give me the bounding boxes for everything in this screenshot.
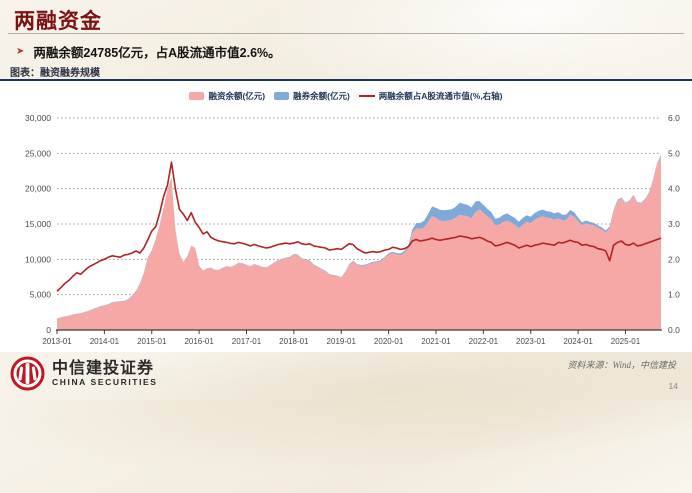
data-source-note: 资料来源：Wind，中信建投 (567, 360, 676, 370)
chart-legend: 融资余额(亿元) 融券余额(亿元) 两融余额占A股流通市值(%,右轴) (0, 90, 692, 102)
page-number: 14 (668, 381, 678, 391)
x-axis-tick-label: 2021-01 (421, 337, 451, 346)
key-point-text: 两融余额24785亿元，占A股流通市值2.6%。 (33, 46, 281, 60)
y-axis-tick-right: 0.0 (668, 325, 680, 335)
ratio-line (56, 161, 662, 292)
chart-caption: 图表：融资融券规模 (10, 68, 100, 79)
x-axis-tick-label: 2024-01 (563, 337, 593, 346)
y-axis-tick-right: 6.0 (668, 113, 680, 123)
y-axis-tick-right: 5.0 (668, 148, 680, 158)
financing-balance-area (57, 155, 661, 330)
page-title: 两融资金 (14, 10, 102, 33)
x-axis-tick-label: 2017-01 (232, 337, 262, 346)
y-axis-tick-left: 25,000 (25, 148, 51, 158)
legend-label: 两融余额占A股流通市值(%,右轴) (378, 91, 503, 101)
x-axis-tick-label: 2019-01 (327, 337, 357, 346)
y-axis-tick-left: 30,000 (25, 113, 51, 123)
x-axis-tick-label: 2015-01 (137, 337, 167, 346)
chart-panel: 0 0.0 5,000 1.0 10,000 2.0 15,000 3.0 20,000 4.0 2… (0, 81, 692, 352)
logo-name-en: CHINA SECURITIES (52, 377, 158, 388)
y-axis-tick-left: 10,000 (25, 254, 51, 264)
y-axis-tick-right: 1.0 (668, 290, 680, 300)
logo-name-cn: 中信建投证券 (52, 359, 155, 377)
y-axis-tick-left: 15,000 (25, 219, 51, 229)
legend-label: 融券余额(亿元) (293, 91, 350, 101)
x-axis-tick-label: 2014-01 (90, 337, 120, 346)
y-axis-tick-right: 2.0 (668, 254, 680, 264)
navy-divider (0, 79, 692, 81)
key-point-row: ➤ 两融余额24785亿元，占A股流通市值2.6%。 (16, 42, 281, 61)
header-divider (8, 33, 684, 34)
y-axis-tick-right: 4.0 (668, 184, 680, 194)
bullet-arrow-icon: ➤ (16, 45, 25, 57)
company-logo: 中信建投证券 CHINA SECURITIES (9, 355, 158, 392)
y-axis-tick-left: 20,000 (25, 184, 51, 194)
margin-balance-chart: 0 0.0 5,000 1.0 10,000 2.0 15,000 3.0 20,000 4.0 2… (25, 113, 680, 346)
y-axis-tick-left: 5,000 (30, 290, 52, 300)
y-axis-tick-right: 3.0 (668, 219, 680, 229)
x-axis-tick-label: 2016-01 (184, 337, 214, 346)
legend-line-swatch (358, 95, 375, 97)
logo-text: 中信建投证券 CHINA SECURITIES (52, 360, 158, 388)
logo-emblem-icon (10, 356, 45, 391)
x-axis-tick-label: 2022-01 (469, 337, 499, 346)
x-axis-tick-label: 2013-01 (42, 337, 72, 346)
legend-area-swatch (274, 92, 290, 100)
x-axis-tick-label: 2025-01 (611, 337, 641, 346)
legend-label: 融资余额(亿元) (208, 91, 266, 101)
x-axis-tick-label: 2018-01 (279, 337, 309, 346)
legend-item-2: 两融余额占A股流通市值(%,右轴) (358, 90, 503, 102)
legend-item-1: 融券余额(亿元) (274, 90, 350, 102)
y-axis-tick-left: 0 (46, 325, 51, 335)
x-axis-tick-label: 2023-01 (516, 337, 546, 346)
legend-item-0: 融资余额(亿元) (189, 90, 265, 102)
x-axis-tick-label: 2020-01 (374, 337, 404, 346)
legend-area-swatch (189, 92, 205, 100)
